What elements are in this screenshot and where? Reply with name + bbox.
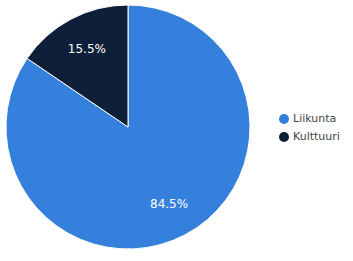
- legend-label: Kulttuuri: [293, 130, 340, 143]
- legend-swatch: [279, 132, 289, 142]
- pie-slice: [27, 5, 128, 127]
- data-label: 15.5%: [68, 42, 106, 56]
- legend-label: Liikunta: [293, 112, 336, 125]
- legend-swatch: [279, 114, 289, 124]
- data-label: 84.5%: [150, 197, 188, 211]
- legend: Liikunta Kulttuuri: [279, 112, 340, 143]
- data-labels: 84.5% 15.5%: [68, 42, 188, 211]
- chart: 84.5% 15.5% Liikunta Kulttuuri: [0, 0, 353, 261]
- slices: [6, 5, 250, 249]
- pie-slice: [6, 5, 250, 249]
